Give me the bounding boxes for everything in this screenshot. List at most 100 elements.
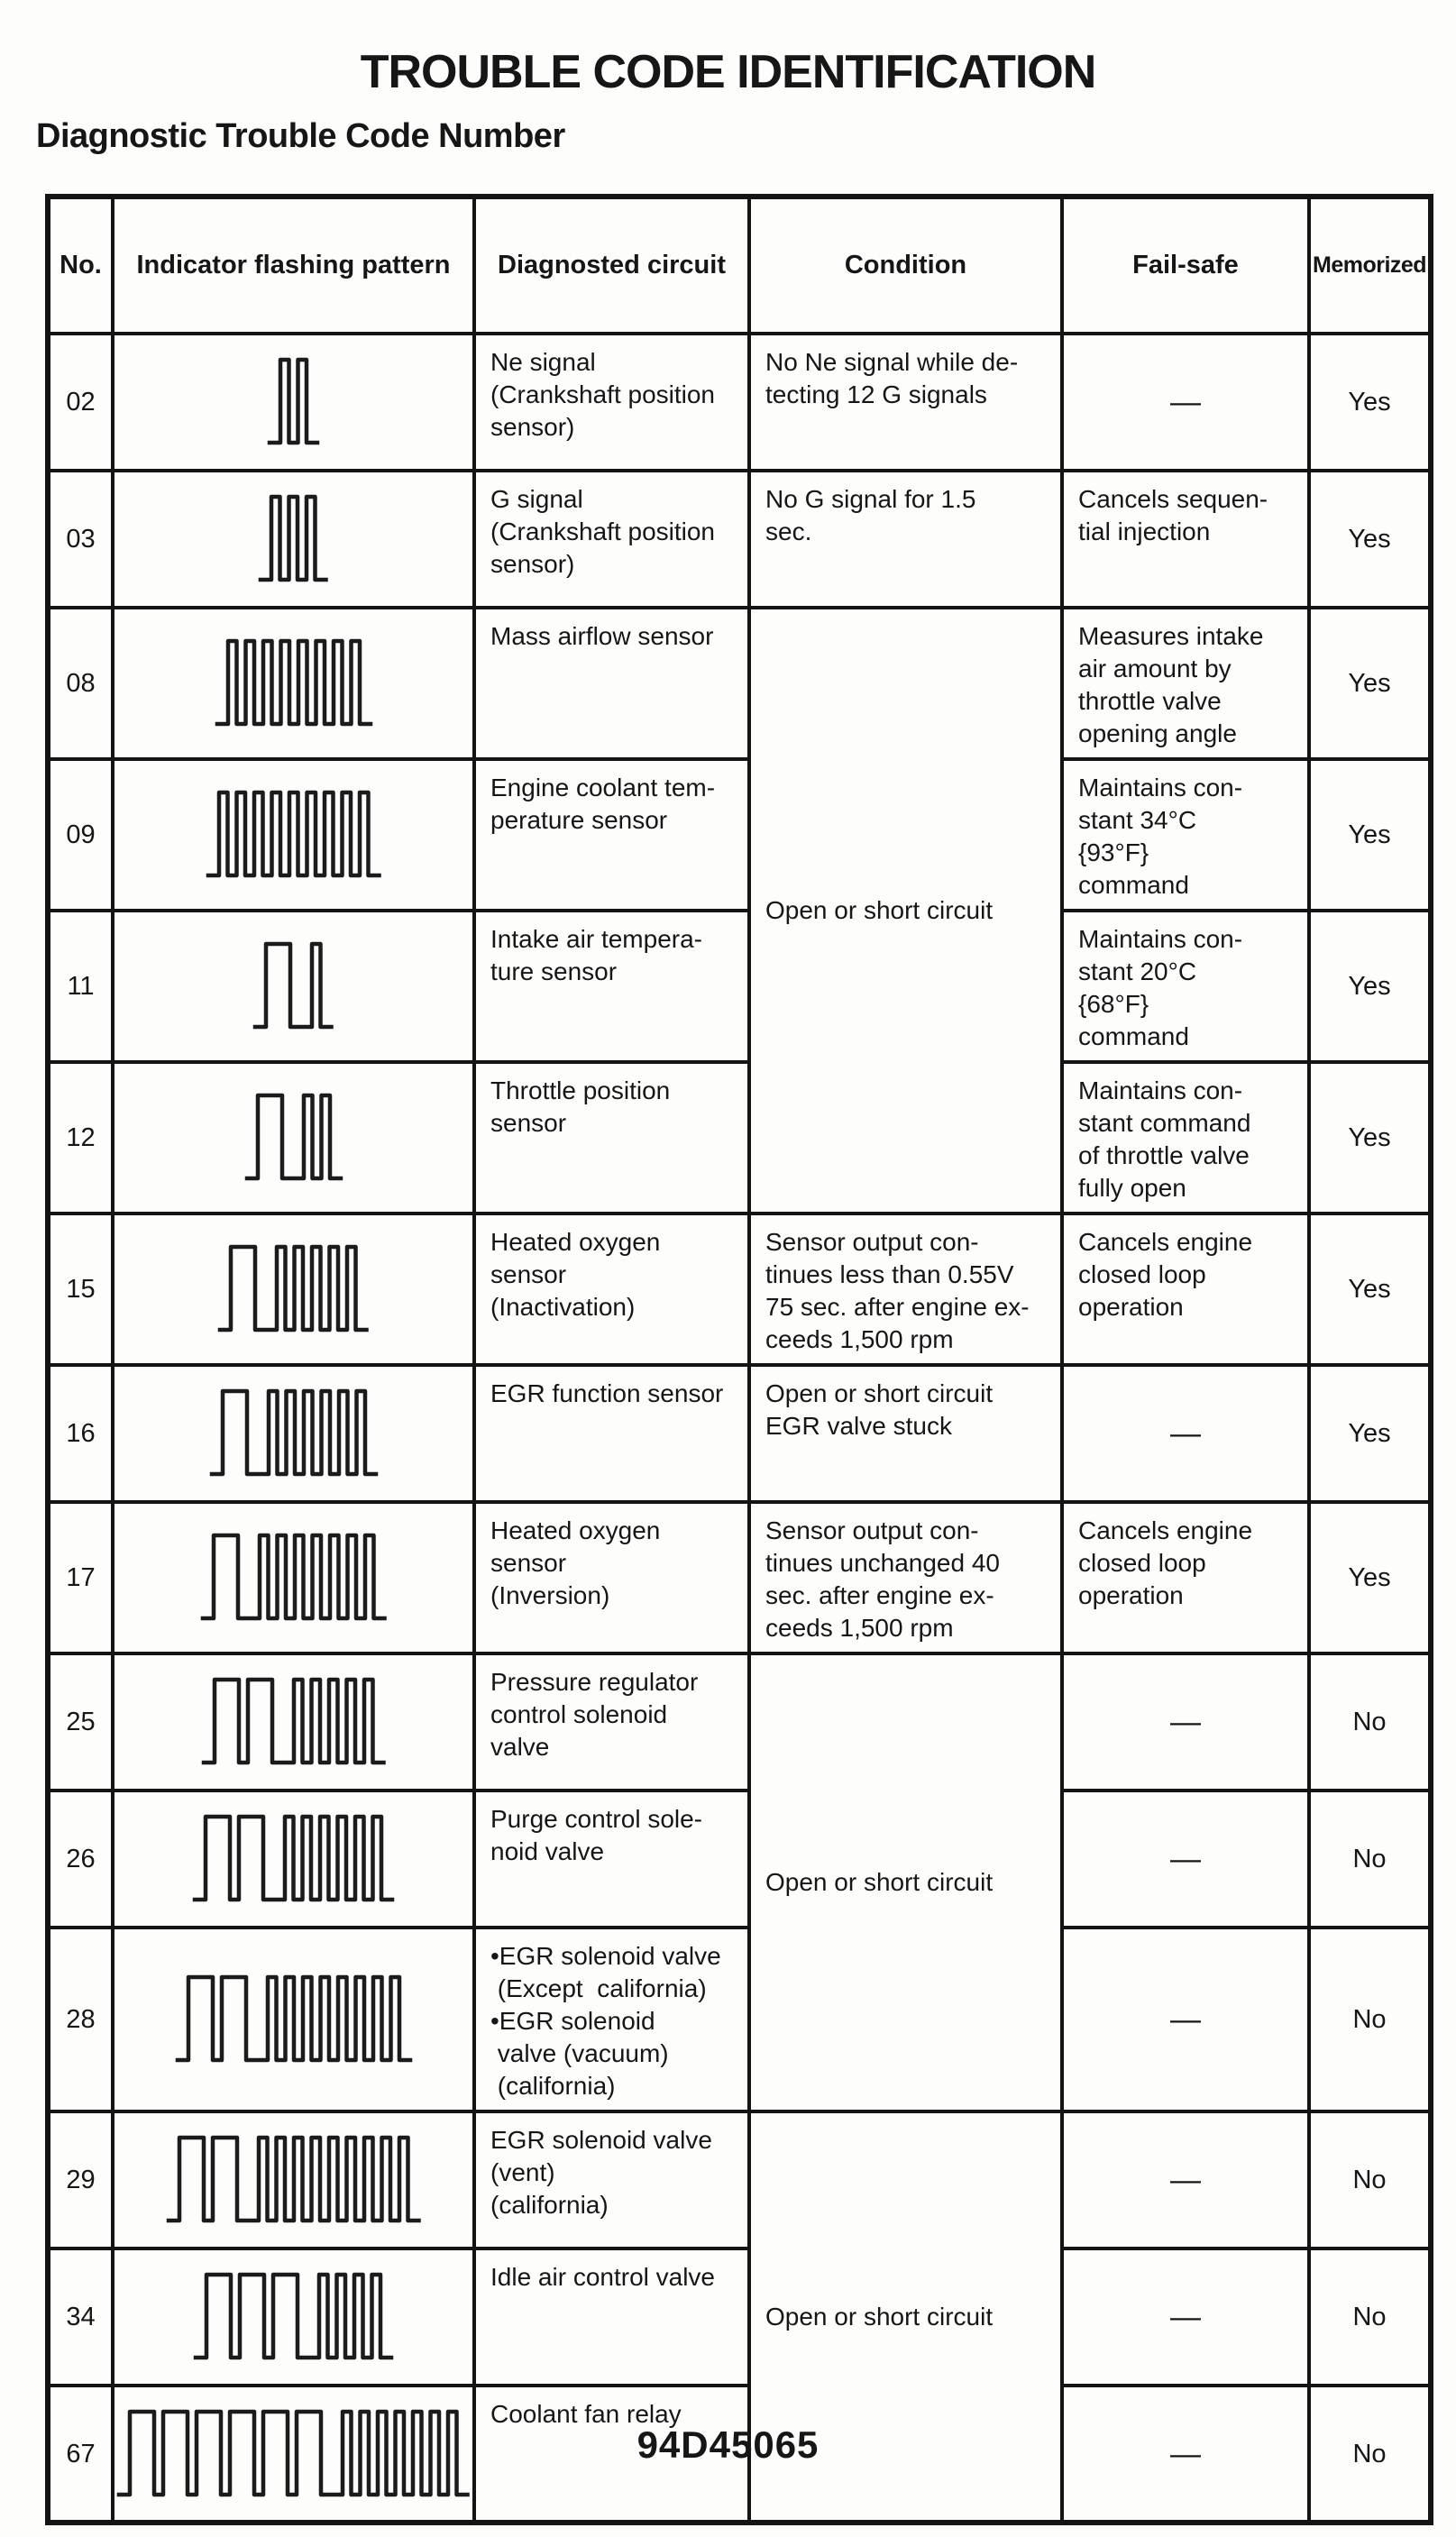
diagnosed-circuit-cell: EGR solenoid valve (vent) (california) <box>472 2110 751 2250</box>
table-row: 09 Engine coolant tem- perature sensor M… <box>46 757 1433 912</box>
table-row: 02 Ne signal (Crankshaft position sensor… <box>46 332 1433 472</box>
flashing-pattern-waveform <box>244 1093 343 1181</box>
fail-safe-cell: — <box>1060 2110 1311 2250</box>
diagnosed-circuit-cell: Pressure regulator control solenoid valv… <box>472 1652 751 1792</box>
flashing-pattern-cell <box>111 2247 476 2387</box>
table-row: 15 Heated oxygen sensor (Inactivation) S… <box>46 1212 1433 1367</box>
code-number-cell: 17 <box>46 1500 114 1655</box>
table-row: 17 Heated oxygen sensor (Inversion) Sens… <box>46 1500 1433 1655</box>
code-number-cell: 03 <box>46 469 114 609</box>
flashing-pattern-waveform <box>116 2409 470 2496</box>
flashing-pattern-cell <box>111 2110 476 2250</box>
fail-safe-cell: — <box>1060 1926 1311 2113</box>
header-condition: Condition <box>747 195 1064 335</box>
diagnosed-circuit-cell: Intake air tempera- ture sensor <box>472 909 751 1064</box>
diagnosed-circuit-cell: EGR function sensor <box>472 1363 751 1504</box>
flashing-pattern-cell <box>111 1212 476 1367</box>
fail-safe-cell: — <box>1060 332 1311 472</box>
fail-safe-cell: Measures intake air amount by throttle v… <box>1060 606 1311 761</box>
memorized-cell: Yes <box>1307 757 1433 912</box>
code-number-cell: 11 <box>46 909 114 1064</box>
code-number-cell: 26 <box>46 1789 114 1929</box>
diagnosed-circuit-cell: Engine coolant tem- perature sensor <box>472 757 751 912</box>
diagnosed-circuit-cell: Heated oxygen sensor (Inactivation) <box>472 1212 751 1367</box>
table-row: 28 •EGR solenoid valve (Except californi… <box>46 1926 1433 2113</box>
code-number-cell: 16 <box>46 1363 114 1504</box>
flashing-pattern-waveform <box>258 494 328 582</box>
flashing-pattern-cell <box>111 469 476 609</box>
flashing-pattern-cell <box>111 2384 476 2524</box>
diagnosed-circuit-cell: Heated oxygen sensor (Inversion) <box>472 1500 751 1655</box>
diagnosed-circuit-cell: Coolant fan relay <box>472 2384 751 2524</box>
code-number-cell: 25 <box>46 1652 114 1792</box>
memorized-cell: Yes <box>1307 469 1433 609</box>
page-title: TROUBLE CODE IDENTIFICATION <box>360 46 1097 98</box>
memorized-cell: No <box>1307 2247 1433 2387</box>
table-row: 67 Coolant fan relay — No <box>46 2384 1433 2524</box>
flashing-pattern-waveform <box>192 1814 395 1902</box>
condition-cell: Open or short circuit EGR valve stuck <box>747 1363 1064 1504</box>
diagnosed-circuit-cell: Mass airflow sensor <box>472 606 751 761</box>
code-number-cell: 34 <box>46 2247 114 2387</box>
flashing-pattern-cell <box>111 332 476 472</box>
flashing-pattern-cell <box>111 1789 476 1929</box>
fail-safe-cell: — <box>1060 1363 1311 1504</box>
fail-safe-cell: Maintains con- stant 34°C {93°F} command <box>1060 757 1311 912</box>
diagnosed-circuit-cell: Throttle position sensor <box>472 1060 751 1215</box>
header-memorized: Memorized <box>1307 195 1433 335</box>
diagnosed-circuit-cell: Purge control sole- noid valve <box>472 1789 751 1929</box>
flashing-pattern-cell <box>111 1363 476 1504</box>
flashing-pattern-cell <box>111 1652 476 1792</box>
condition-cell-merged: Open or short circuit <box>747 606 1064 1215</box>
section-subtitle: Diagnostic Trouble Code Number <box>36 117 565 155</box>
diagnosed-circuit-cell: Ne signal (Crankshaft position sensor) <box>472 332 751 472</box>
memorized-cell: Yes <box>1307 1060 1433 1215</box>
flashing-pattern-cell <box>111 1060 476 1215</box>
table-row: 16 EGR function sensor Open or short cir… <box>46 1363 1433 1504</box>
flashing-pattern-cell <box>111 757 476 912</box>
flashing-pattern-waveform <box>206 790 381 878</box>
condition-cell: No G signal for 1.5 sec. <box>747 469 1064 609</box>
fail-safe-cell: — <box>1060 2247 1311 2387</box>
fail-safe-cell: — <box>1060 1652 1311 1792</box>
header-indicator-flashing-pattern: Indicator flashing pattern <box>111 195 476 335</box>
flashing-pattern-waveform <box>166 2135 421 2223</box>
fail-safe-cell: — <box>1060 1789 1311 1929</box>
memorized-cell: Yes <box>1307 332 1433 472</box>
condition-cell: No Ne signal while de- tecting 12 G sign… <box>747 332 1064 472</box>
flashing-pattern-waveform <box>193 2272 394 2360</box>
memorized-cell: No <box>1307 2384 1433 2524</box>
table-row: 03 G signal (Crankshaft position sensor)… <box>46 469 1433 609</box>
fail-safe-cell: Maintains con- stant command of throttle… <box>1060 1060 1311 1215</box>
diagnosed-circuit-cell: Idle air control valve <box>472 2247 751 2387</box>
memorized-cell: No <box>1307 1926 1433 2113</box>
memorized-cell: No <box>1307 1789 1433 1929</box>
trouble-code-table: No. Indicator flashing pattern Diagnoste… <box>45 194 1433 2525</box>
flashing-pattern-waveform <box>201 1677 386 1765</box>
memorized-cell: Yes <box>1307 1500 1433 1655</box>
memorized-cell: No <box>1307 2110 1433 2250</box>
fail-safe-cell: Maintains con- stant 20°C {68°F} command <box>1060 909 1311 1064</box>
table-row: 25 Pressure regulator control solenoid v… <box>46 1652 1433 2113</box>
table-row: 34 Idle air control valve — No <box>46 2247 1433 2387</box>
table-row: 11 Intake air tempera- ture sensor Maint… <box>46 909 1433 1064</box>
condition-cell-merged: Open or short circuit <box>747 1652 1064 2113</box>
memorized-cell: Yes <box>1307 606 1433 761</box>
code-number-cell: 28 <box>46 1926 114 2113</box>
flashing-pattern-waveform <box>252 941 334 1030</box>
flashing-pattern-waveform <box>215 638 372 727</box>
memorized-cell: Yes <box>1307 1212 1433 1367</box>
table-row: 12 Throttle position sensor Maintains co… <box>46 1060 1433 1215</box>
code-number-cell: 08 <box>46 606 114 761</box>
code-number-cell: 15 <box>46 1212 114 1367</box>
memorized-cell: Yes <box>1307 1363 1433 1504</box>
fail-safe-cell: Cancels sequen- tial injection <box>1060 469 1311 609</box>
code-number-cell: 02 <box>46 332 114 472</box>
table-row: 08 Mass airflow sensor Open or short cir… <box>46 606 1433 1215</box>
fail-safe-cell: Cancels engine closed loop operation <box>1060 1500 1311 1655</box>
table-header-row: No. Indicator flashing pattern Diagnoste… <box>46 195 1433 335</box>
page-footer-code: 94D45065 <box>636 2423 820 2466</box>
flashing-pattern-cell <box>111 909 476 1064</box>
header-no: No. <box>46 195 114 335</box>
